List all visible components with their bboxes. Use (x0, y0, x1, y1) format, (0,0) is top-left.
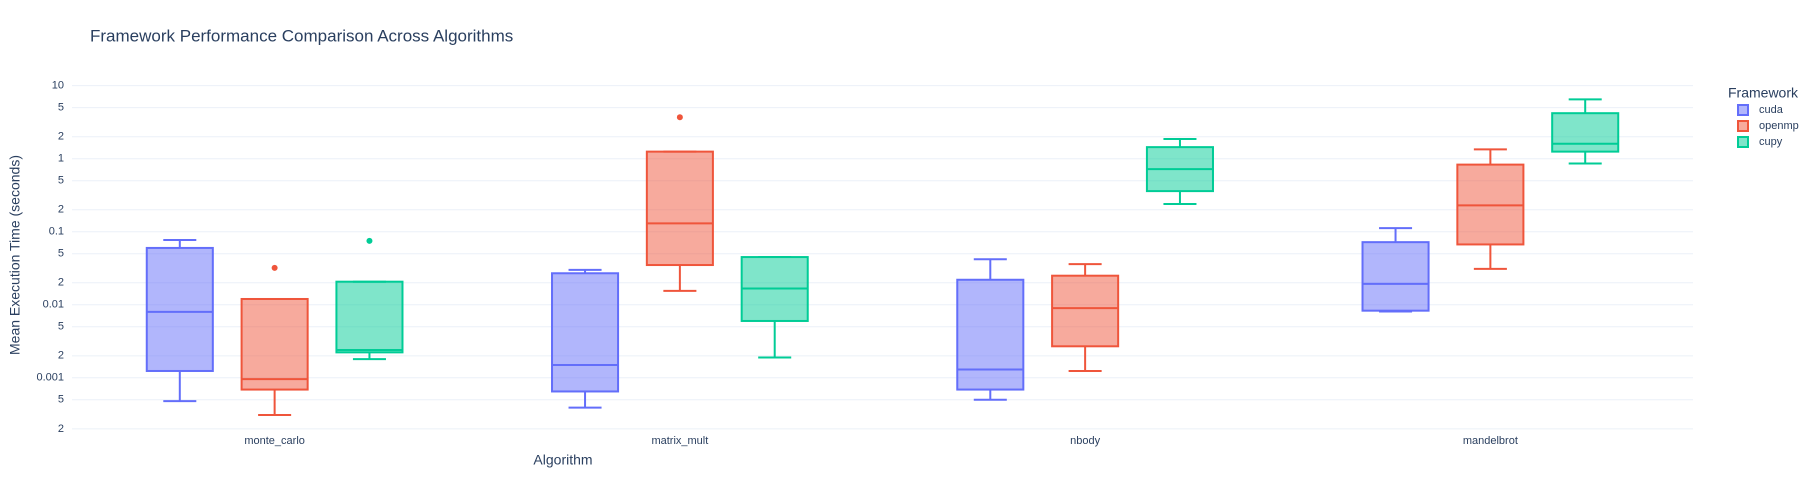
y-tick-label: 2 (58, 350, 64, 362)
y-tick-label: 0.1 (49, 226, 64, 238)
legend-swatch (1737, 136, 1749, 148)
y-tick-label: 0.01 (43, 299, 64, 311)
legend-label: cuda (1759, 104, 1784, 116)
y-tick-label: 5 (58, 102, 64, 114)
box-group (145, 239, 214, 403)
box-group (645, 114, 714, 292)
x-tick-label: mandelbrot (1463, 435, 1518, 447)
x-tick-label: monte_carlo (244, 435, 305, 447)
box (645, 150, 714, 267)
box (956, 278, 1025, 391)
box (1551, 112, 1620, 153)
y-tick-label: 5 (58, 248, 64, 260)
x-tick-label: nbody (1070, 435, 1100, 447)
y-tick-label: 5 (58, 175, 64, 187)
box (1361, 241, 1430, 312)
legend-swatch (1737, 120, 1749, 132)
legend-label: cupy (1759, 136, 1783, 148)
box-group (740, 256, 809, 359)
y-tick-label: 5 (58, 321, 64, 333)
box-group (1361, 227, 1430, 313)
box-group (240, 264, 309, 416)
box-group (956, 258, 1025, 401)
chart-title: Framework Performance Comparison Across … (90, 26, 513, 45)
box-group (551, 268, 620, 409)
legend-swatch (1737, 104, 1749, 116)
y-tick-label: 10 (52, 80, 64, 92)
y-tick-label: 2 (58, 423, 64, 435)
y-tick-label: 2 (58, 277, 64, 289)
box-group (1456, 148, 1525, 270)
box (335, 280, 404, 354)
outlier (366, 237, 373, 244)
y-tick-label: 0.001 (36, 372, 64, 384)
y-tick-label: 2 (58, 131, 64, 143)
box (551, 272, 620, 393)
outlier (676, 114, 683, 121)
legend-label: openmp (1759, 120, 1799, 132)
outlier (271, 264, 278, 271)
box-group (1551, 98, 1620, 165)
x-axis-title: Algorithm (533, 452, 592, 468)
box-group (335, 237, 404, 361)
box-group (1051, 263, 1120, 372)
x-tick-label: matrix_mult (651, 435, 708, 447)
legend-title: Framework (1728, 85, 1799, 101)
y-tick-label: 1 (58, 153, 64, 165)
y-axis-title: Mean Execution Time (seconds) (7, 155, 23, 355)
box (240, 297, 309, 391)
box-group (1145, 138, 1214, 205)
box (145, 246, 214, 372)
box (1051, 274, 1120, 348)
y-tick-label: 5 (58, 394, 64, 406)
y-tick-label: 2 (58, 204, 64, 216)
